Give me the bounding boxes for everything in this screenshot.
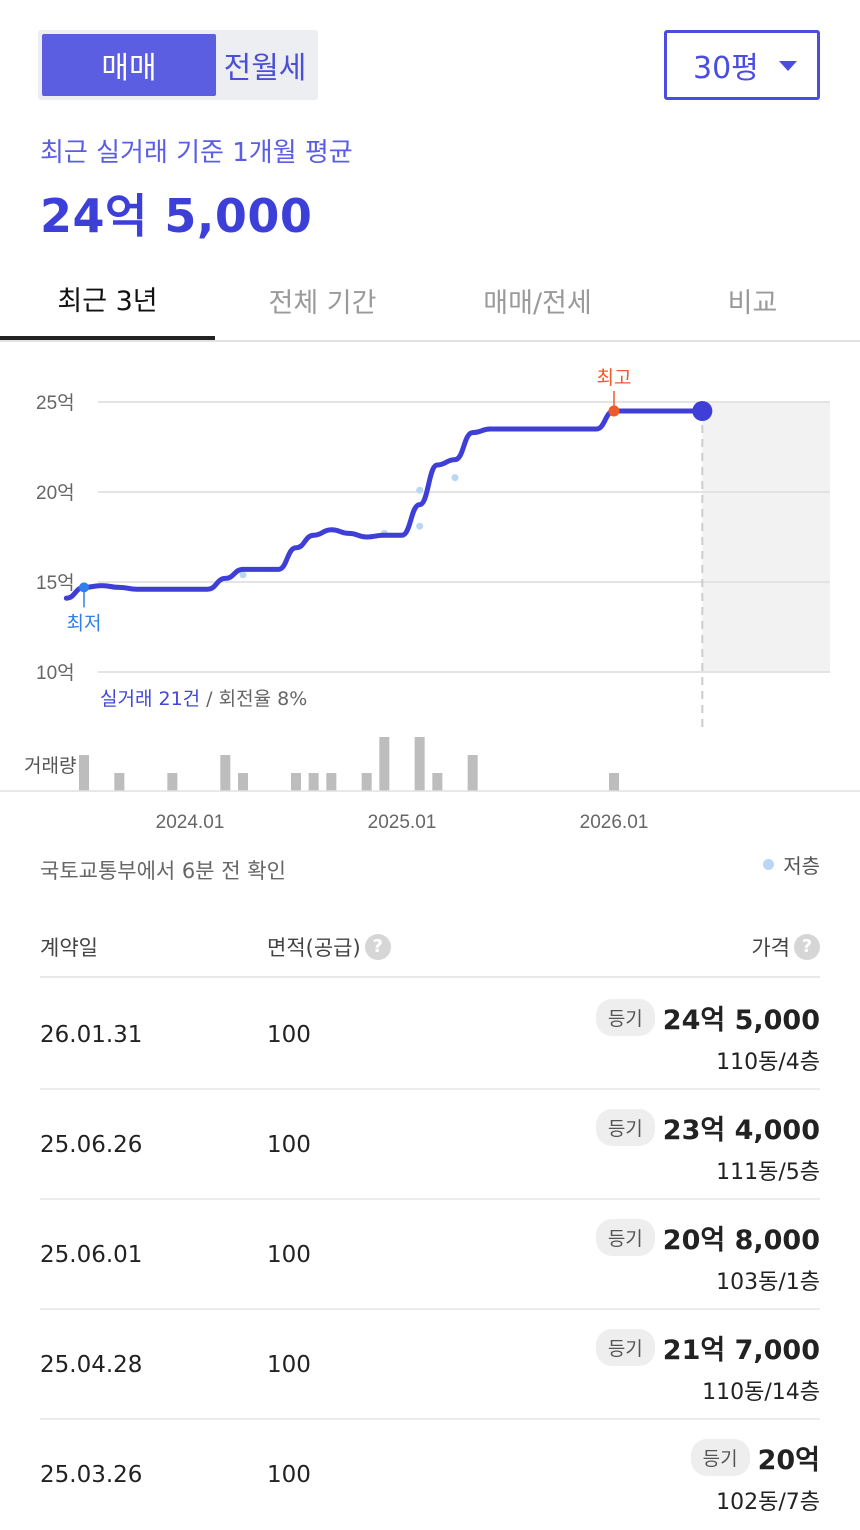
low-floor-dot-icon — [763, 859, 775, 870]
table-row[interactable]: 25.06.01 100 등기 20억 8,000 103동/1층 — [40, 1200, 820, 1310]
high-marker-point[interactable] — [608, 405, 620, 417]
low-floor-point[interactable] — [451, 474, 459, 482]
header-price: 가격? — [751, 932, 820, 962]
unit-location: 111동/5층 — [716, 1160, 820, 1185]
contract-date: 25.06.26 — [40, 1132, 143, 1158]
area-value: 100 — [267, 1462, 311, 1488]
tab-sale-vs-jeonse[interactable]: 매매/전세 — [483, 287, 592, 319]
low-floor-point[interactable] — [239, 571, 247, 579]
contract-date: 25.04.28 — [40, 1352, 143, 1378]
registered-badge: 등기 — [595, 1109, 655, 1146]
volume-bar[interactable] — [167, 773, 178, 791]
volume-bar[interactable] — [79, 755, 89, 791]
registered-badge: 등기 — [595, 1219, 655, 1256]
tab-all-period[interactable]: 전체 기간 — [268, 287, 377, 319]
unit-location: 102동/7층 — [716, 1490, 820, 1515]
table-header: 계약일 면적(공급)? 가격? — [40, 920, 820, 978]
unit-location: 110동/14층 — [702, 1380, 820, 1405]
average-price-caption: 최근 실거래 기준 1개월 평균 — [40, 138, 353, 168]
contract-date: 25.06.01 — [40, 1242, 143, 1268]
deal-type-toggle: 매매 전월세 — [38, 30, 318, 100]
volume-bar[interactable] — [326, 773, 337, 791]
volume-bar[interactable] — [432, 773, 443, 791]
volume-bar[interactable] — [379, 737, 390, 791]
volume-bar[interactable] — [609, 773, 619, 791]
tab-compare[interactable]: 비교 — [727, 287, 778, 319]
high-marker-label: 최고 — [597, 367, 632, 389]
size-select-value: 30평 — [693, 51, 759, 86]
rent-toggle-button[interactable]: 전월세 — [223, 51, 307, 86]
volume-bar[interactable] — [238, 773, 248, 791]
legend: 저층 — [763, 850, 820, 879]
contract-date: 26.01.31 — [40, 1022, 143, 1048]
volume-bar[interactable] — [114, 773, 125, 791]
price-cell: 등기 20억 8,000 — [595, 1218, 820, 1257]
price-cell: 등기 21억 7,000 — [595, 1328, 820, 1367]
y-tick-label: 10억 — [36, 662, 75, 684]
low-marker-label: 최저 — [67, 612, 102, 634]
future-period-area — [702, 402, 830, 672]
header-area: 면적(공급)? — [267, 932, 391, 962]
tab-recent-3-years[interactable]: 최근 3년 — [0, 260, 215, 340]
size-select[interactable]: 30평 — [664, 30, 820, 100]
registered-badge: 등기 — [595, 999, 655, 1036]
sale-toggle-button[interactable]: 매매 — [42, 34, 216, 96]
deal-count: 실거래 21건 — [100, 688, 200, 710]
help-icon[interactable]: ? — [364, 934, 391, 960]
area-value: 100 — [267, 1022, 311, 1048]
x-tick-label: 2025.01 — [368, 812, 437, 833]
volume-label: 거래량 — [24, 755, 76, 777]
table-row[interactable]: 25.06.26 100 등기 23억 4,000 111동/5층 — [40, 1090, 820, 1200]
deal-price: 20억 — [757, 1445, 820, 1476]
low-floor-point[interactable] — [416, 486, 424, 494]
turnover-rate: / 회전율 8% — [200, 688, 307, 710]
price-trend-line — [63, 408, 705, 601]
volume-bar[interactable] — [308, 773, 319, 791]
header-area-label: 면적(공급) — [267, 936, 361, 960]
x-tick-label: 2026.01 — [580, 812, 649, 833]
table-row[interactable]: 25.03.26 100 등기 20억 102동/7층 — [40, 1420, 820, 1530]
price-cell: 등기 24억 5,000 — [595, 998, 820, 1037]
period-tabs: 최근 3년 전체 기간 매매/전세 비교 — [0, 260, 860, 342]
area-value: 100 — [267, 1352, 311, 1378]
chevron-down-icon — [779, 61, 797, 71]
volume-bar[interactable] — [414, 737, 425, 791]
deal-price: 24억 5,000 — [662, 1005, 820, 1036]
deal-price: 23억 4,000 — [662, 1115, 820, 1146]
source-note: 국토교통부에서 6분 전 확인 — [40, 859, 286, 883]
average-price: 24억 5,000 — [40, 189, 313, 243]
registered-badge: 등기 — [690, 1439, 750, 1476]
y-tick-label: 25억 — [36, 392, 75, 414]
volume-bar[interactable] — [220, 755, 231, 791]
header-contract-date: 계약일 — [40, 932, 98, 962]
header-price-label: 가격 — [751, 936, 790, 960]
y-tick-label: 15억 — [36, 572, 75, 594]
table-row[interactable]: 26.01.31 100 등기 24억 5,000 110동/4층 — [40, 980, 820, 1090]
deal-price: 21억 7,000 — [662, 1335, 820, 1366]
volume-bar[interactable] — [361, 773, 372, 791]
unit-location: 103동/1층 — [716, 1270, 820, 1295]
volume-bar[interactable] — [467, 755, 478, 791]
trade-stats: 실거래 21건 / 회전율 8% — [100, 688, 307, 710]
deal-price: 20억 8,000 — [662, 1225, 820, 1256]
volume-bar[interactable] — [291, 773, 301, 791]
y-tick-label: 20억 — [36, 482, 75, 504]
table-row[interactable]: 25.04.28 100 등기 21억 7,000 110동/14층 — [40, 1310, 820, 1420]
registered-badge: 등기 — [595, 1329, 655, 1366]
low-floor-point[interactable] — [416, 522, 424, 530]
price-cell: 등기 23억 4,000 — [595, 1108, 820, 1147]
legend-low-floor-label: 저층 — [783, 854, 820, 878]
unit-location: 110동/4층 — [716, 1050, 820, 1075]
contract-date: 25.03.26 — [40, 1462, 143, 1488]
area-value: 100 — [267, 1132, 311, 1158]
area-value: 100 — [267, 1242, 311, 1268]
price-cell: 등기 20억 — [690, 1438, 820, 1477]
header-contract-date-label: 계약일 — [40, 936, 98, 960]
low-marker-point[interactable] — [79, 582, 89, 593]
help-icon[interactable]: ? — [794, 934, 820, 960]
x-tick-label: 2024.01 — [156, 812, 225, 833]
current-price-point[interactable] — [692, 401, 713, 421]
